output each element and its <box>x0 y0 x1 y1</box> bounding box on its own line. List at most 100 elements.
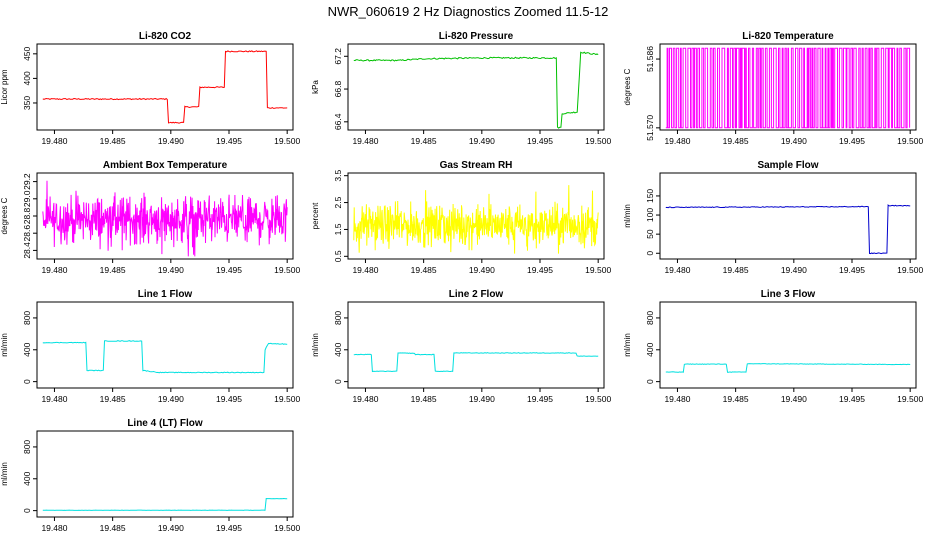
x-tick-label: 19.480 <box>41 394 67 404</box>
x-tick-label: 19.495 <box>839 265 865 275</box>
plot-frame <box>659 43 917 131</box>
x-tick-label: 19.500 <box>897 265 923 275</box>
series-line <box>42 497 288 511</box>
y-axis-label: degrees C <box>0 197 9 234</box>
y-tick-label: 29.2 <box>22 173 32 190</box>
x-tick-label: 19.500 <box>585 394 611 404</box>
plot-frame <box>36 301 294 389</box>
panel-10: Line 4 (LT) Flow ml/min 19.480 19.485 19.490… <box>0 418 300 533</box>
panel-3: Li-820 Temperature degrees C 19.480 19.485 1… <box>623 31 923 146</box>
panels-group: Li-820 CO2 Licor ppm 19.480 19.485 19.490 19.… <box>0 31 923 533</box>
panel-title: Gas Stream RH <box>440 160 513 171</box>
y-tick-label: 450 <box>22 46 32 60</box>
x-tick-label: 19.480 <box>352 136 378 146</box>
x-tick-label: 19.485 <box>100 523 126 533</box>
x-tick-label: 19.490 <box>781 265 807 275</box>
x-tick-label: 19.490 <box>158 523 184 533</box>
x-tick-label: 19.500 <box>897 136 923 146</box>
x-tick-label: 19.480 <box>664 136 690 146</box>
series-line <box>665 47 911 129</box>
y-axis-label: percent <box>311 202 320 229</box>
y-tick-label: 800 <box>22 311 32 325</box>
x-tick-label: 19.480 <box>352 265 378 275</box>
series-line <box>353 352 599 373</box>
x-tick-label: 19.495 <box>527 394 553 404</box>
x-tick-label: 19.480 <box>41 265 67 275</box>
series-line <box>665 204 911 255</box>
y-tick-label: 0 <box>333 379 343 384</box>
x-tick-label: 19.490 <box>781 394 807 404</box>
y-tick-label: 400 <box>333 342 343 356</box>
x-tick-label: 19.485 <box>411 265 437 275</box>
x-tick-label: 19.500 <box>274 136 300 146</box>
series-line <box>665 363 911 373</box>
plot-frame <box>659 301 917 389</box>
y-tick-label: 3.5 <box>333 170 343 182</box>
x-tick-label: 19.485 <box>100 394 126 404</box>
x-tick-label: 19.490 <box>469 394 495 404</box>
x-tick-label: 19.495 <box>216 136 242 146</box>
panel-title: Line 4 (LT) Flow <box>127 418 203 429</box>
y-tick-label: 400 <box>22 471 32 485</box>
panel-1: Li-820 CO2 Licor ppm 19.480 19.485 19.490 19.… <box>0 31 300 146</box>
series-line <box>42 180 288 257</box>
panel-title: Li-820 CO2 <box>139 31 192 42</box>
y-tick-label: 400 <box>22 342 32 356</box>
x-tick-label: 19.490 <box>158 265 184 275</box>
x-tick-label: 19.495 <box>839 136 865 146</box>
x-tick-label: 19.485 <box>723 136 749 146</box>
panel-8: Line 2 Flow ml/min 19.480 19.485 19.490 19.49… <box>311 289 611 404</box>
panel-title: Line 3 Flow <box>761 289 816 300</box>
x-tick-label: 19.500 <box>274 523 300 533</box>
y-axis-label: ml/min <box>0 462 9 486</box>
x-tick-label: 19.490 <box>469 136 495 146</box>
panel-5: Gas Stream RH percent 19.480 19.485 19.490 19… <box>311 160 611 275</box>
plot-frame <box>36 430 294 518</box>
plot-frame <box>659 172 917 260</box>
panel-title: Sample Flow <box>757 160 818 171</box>
panel-2: Li-820 Pressure kPa 19.480 19.485 19.490 19.4… <box>311 31 611 146</box>
y-tick-label: 0 <box>22 379 32 384</box>
x-tick-label: 19.500 <box>274 394 300 404</box>
panel-6: Sample Flow ml/min 19.480 19.485 19.490 19.49… <box>623 160 923 275</box>
y-axis-label: degrees C <box>623 68 632 105</box>
x-tick-label: 19.480 <box>664 265 690 275</box>
y-tick-label: 800 <box>22 440 32 454</box>
panel-title: Line 1 Flow <box>138 289 193 300</box>
series-line <box>42 340 288 374</box>
y-tick-label: 800 <box>333 311 343 325</box>
series-line <box>42 50 288 124</box>
x-tick-label: 19.485 <box>411 136 437 146</box>
x-tick-label: 19.495 <box>216 394 242 404</box>
y-tick-label: 51.586 <box>645 46 655 72</box>
y-tick-label: 66.8 <box>333 81 343 98</box>
y-tick-label: 28.4 <box>22 242 32 259</box>
y-tick-label: 150 <box>645 189 655 203</box>
y-tick-label: 28.8 <box>22 207 32 224</box>
x-tick-label: 19.485 <box>100 265 126 275</box>
page-title: NWR_060619 2 Hz Diagnostics Zoomed 11.5-… <box>328 4 609 19</box>
y-axis-label: ml/min <box>0 333 9 357</box>
x-tick-label: 19.500 <box>897 394 923 404</box>
y-axis-label: kPa <box>311 80 320 94</box>
y-tick-label: 0 <box>645 251 655 256</box>
x-tick-label: 19.490 <box>158 136 184 146</box>
x-tick-label: 19.490 <box>781 136 807 146</box>
x-tick-label: 19.485 <box>411 394 437 404</box>
plot-frame <box>36 43 294 131</box>
x-tick-label: 19.480 <box>352 394 378 404</box>
x-tick-label: 19.500 <box>274 265 300 275</box>
y-tick-label: 51.570 <box>645 115 655 141</box>
series-line <box>353 185 599 254</box>
x-tick-label: 19.495 <box>527 265 553 275</box>
y-tick-label: 400 <box>22 71 32 85</box>
y-tick-label: 28.6 <box>22 225 32 242</box>
panel-title: Li-820 Pressure <box>439 31 514 42</box>
x-tick-label: 19.490 <box>158 394 184 404</box>
x-tick-label: 19.485 <box>723 265 749 275</box>
panel-title: Line 2 Flow <box>449 289 504 300</box>
y-tick-label: 800 <box>645 311 655 325</box>
x-tick-label: 19.480 <box>41 136 67 146</box>
y-axis-label: Licor ppm <box>0 69 9 104</box>
